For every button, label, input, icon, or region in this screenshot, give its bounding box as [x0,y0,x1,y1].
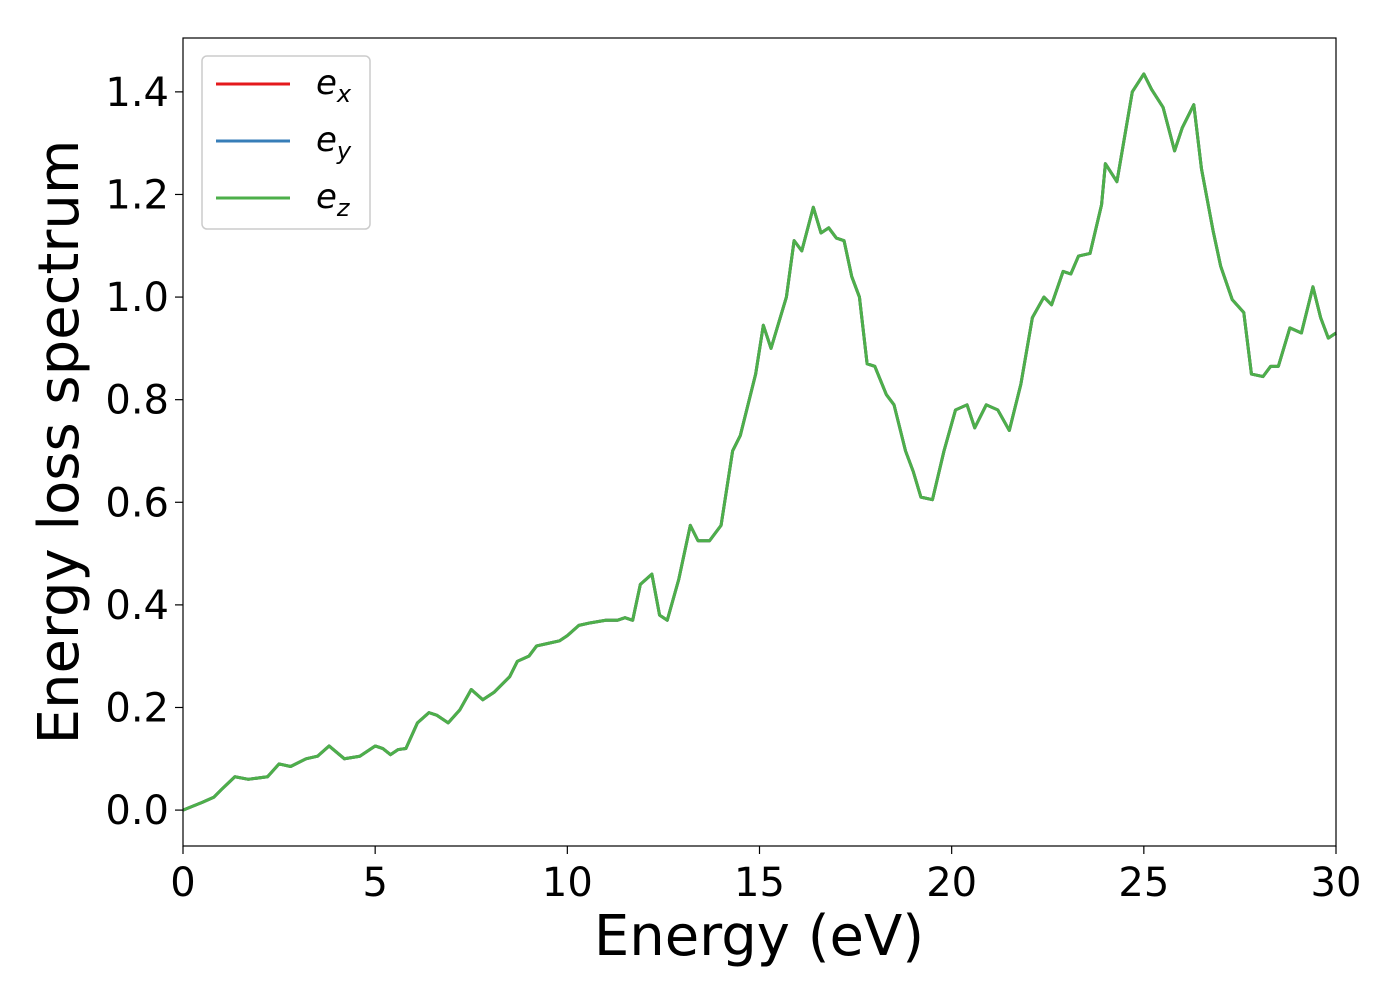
legend-label: ey [316,120,352,165]
plot-frame [182,37,1337,847]
y-tick-label: 0.6 [105,480,169,526]
y-axis-label: Energy loss spectrum [27,140,92,745]
x-tick-label: 5 [362,860,387,906]
y-tick-label: 1.4 [105,70,169,116]
x-tick-label: 15 [734,860,785,906]
y-tick-label: 1.0 [105,275,169,321]
x-axis-label: Energy (eV) [594,904,924,969]
y-tick-label: 0.8 [105,378,169,424]
series-line [182,72,1337,812]
y-tick-label: 0.0 [105,788,169,834]
x-tick-label: 20 [926,860,977,906]
x-tick-label: 30 [1311,860,1362,906]
legend-label: ex [316,63,352,108]
y-tick-label: 0.4 [105,583,169,629]
x-tick-label: 10 [542,860,593,906]
y-tick-label: 1.2 [105,172,169,218]
x-tick-label: 0 [170,860,195,906]
legend-label: ez [316,177,351,222]
y-tick-label: 0.2 [105,685,169,731]
x-tick-label: 25 [1118,860,1169,906]
